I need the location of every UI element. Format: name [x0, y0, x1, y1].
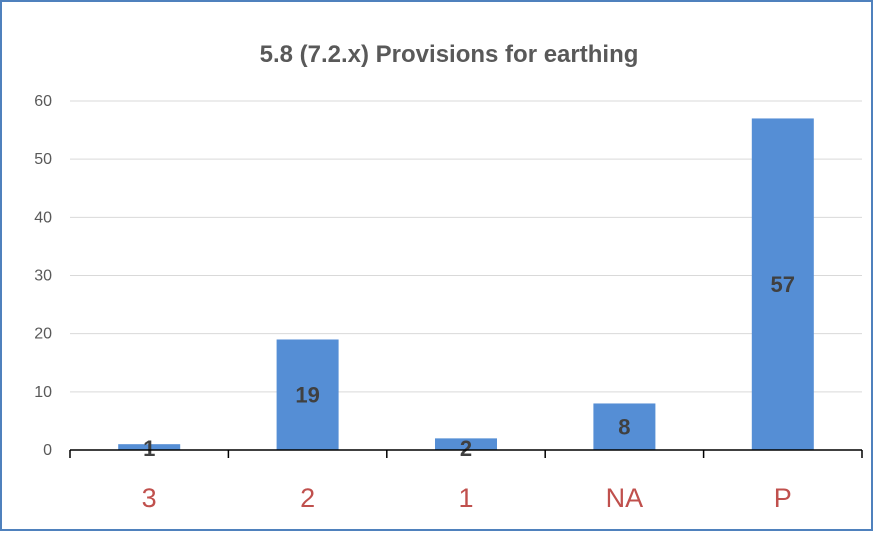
data-label: 19 — [295, 383, 319, 408]
bar — [118, 444, 181, 450]
x-axis-ticks — [69, 450, 863, 458]
bars — [118, 118, 814, 450]
y-tick-label: 0 — [43, 442, 52, 459]
x-tick-label: NA — [606, 483, 644, 513]
bar — [751, 118, 814, 450]
gridlines — [70, 100, 862, 393]
bar — [435, 438, 497, 450]
chart-title: 5.8 (7.2.x) Provisions for earthing — [260, 41, 639, 68]
y-tick-label: 10 — [34, 384, 52, 401]
bar — [593, 403, 656, 450]
data-labels: 1 19 2 8 57 — [143, 272, 795, 461]
y-tick-label: 20 — [34, 326, 52, 343]
y-tick-label: 50 — [34, 151, 52, 168]
y-axis-ticks: 0 10 20 30 40 50 60 — [34, 93, 52, 459]
data-label: 57 — [771, 272, 795, 297]
y-tick-label: 30 — [34, 268, 52, 285]
x-tick-label: 3 — [142, 483, 157, 513]
x-axis-labels: 3 2 1 NA P — [142, 483, 792, 513]
y-tick-label: 40 — [34, 209, 52, 226]
x-tick-label: P — [774, 483, 792, 513]
x-tick-label: 2 — [300, 483, 315, 513]
data-label: 2 — [460, 436, 472, 461]
data-label: 8 — [618, 415, 630, 440]
x-tick-label: 1 — [458, 483, 473, 513]
bar — [276, 339, 339, 450]
y-tick-label: 60 — [34, 93, 52, 110]
data-label: 1 — [143, 436, 155, 461]
